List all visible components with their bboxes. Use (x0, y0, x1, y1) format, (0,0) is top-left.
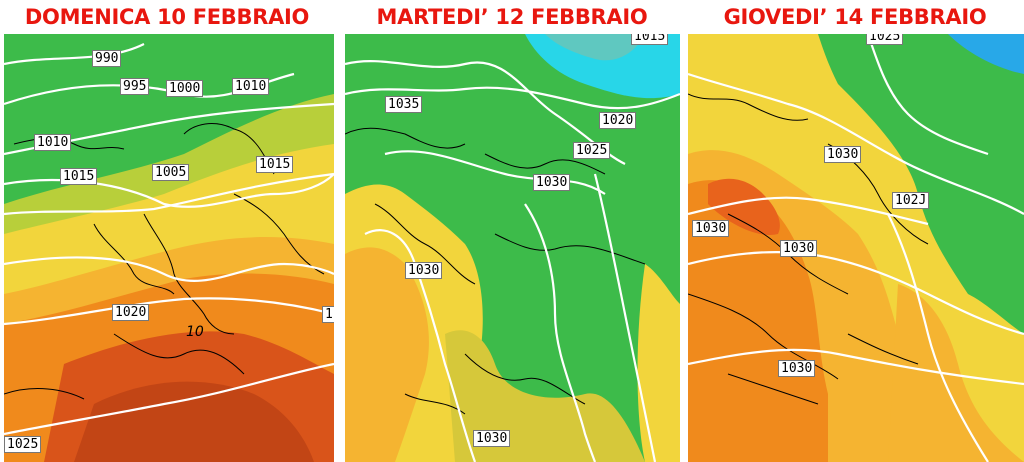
isobar-label: 1020 (599, 112, 637, 129)
isobar-label: 1035 (385, 96, 423, 113)
isobar-label: 1025 (573, 142, 611, 159)
isobar-label: 1 (322, 306, 334, 323)
weather-map: 990 995 1000 1010 1010 1015 1005 1015 10… (4, 34, 334, 462)
isobar-label: 1030 (692, 220, 730, 237)
isobar-label: 1030 (824, 146, 862, 163)
isobar-label: 102J (892, 192, 930, 209)
pressure-map-graphic (4, 34, 334, 462)
isobar-label: 1025 (866, 34, 904, 45)
isobar-label: 1015 (256, 156, 294, 173)
weather-map: 1035 1020 1025 1030 1030 1030 1015 (345, 34, 680, 462)
isobar-label: 990 (92, 50, 122, 67)
map-panel-giovedi: GIOVEDI’ 14 FEBBRAIO (688, 0, 1024, 462)
map-panel-martedi: MARTEDI’ 12 FEBBRAIO (345, 0, 680, 462)
panel-title: MARTEDI’ 12 FEBBRAIO (376, 5, 648, 29)
map-panel-domenica: DOMENICA 10 FEBBRAIO (0, 0, 334, 462)
isobar-label: 1030 (405, 262, 443, 279)
isobar-label: 1015 (631, 34, 669, 45)
contour-label: 10 (186, 324, 204, 340)
isobar-label: 1020 (112, 304, 150, 321)
isobar-label: 1030 (780, 240, 818, 257)
isobar-label: 1030 (778, 360, 816, 377)
isobar-label: 1030 (533, 174, 571, 191)
panel-title: GIOVEDI’ 14 FEBBRAIO (723, 5, 987, 29)
pressure-map-graphic (688, 34, 1024, 462)
isobar-label: 1005 (152, 164, 190, 181)
isobar-label: 1010 (34, 134, 72, 151)
weather-map: 1025 1030 1030 1030 102J 1030 (688, 34, 1024, 462)
isobar-label: 1015 (60, 168, 98, 185)
isobar-label: 1010 (232, 78, 270, 95)
isobar-label: 995 (120, 78, 150, 95)
panel-title: DOMENICA 10 FEBBRAIO (24, 5, 310, 29)
pressure-map-graphic (345, 34, 680, 462)
isobar-label: 1000 (166, 80, 204, 97)
isobar-label: 1030 (473, 430, 511, 447)
isobar-label: 1025 (4, 436, 42, 453)
